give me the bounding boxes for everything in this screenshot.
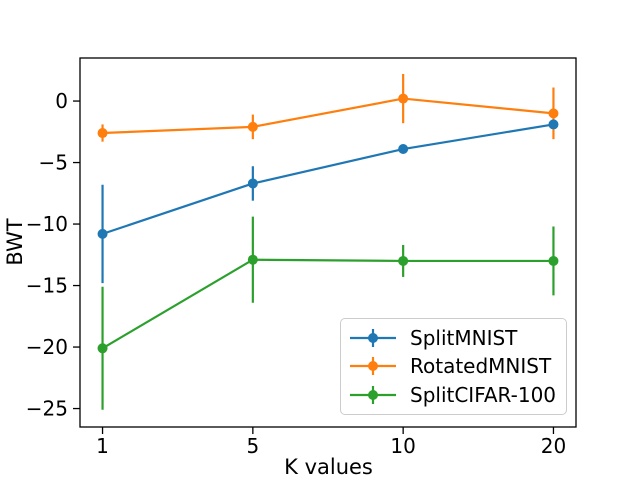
data-point-SplitMNIST xyxy=(548,119,559,130)
legend-label: SplitMNIST xyxy=(410,326,518,351)
data-point-SplitCIFAR-100 xyxy=(97,343,108,354)
x-tick-label: 10 xyxy=(390,434,415,458)
x-tick-label: 5 xyxy=(246,434,259,458)
y-tick-label: −25 xyxy=(26,397,68,421)
y-tick-label: 0 xyxy=(55,89,68,113)
legend-label: RotatedMNIST xyxy=(410,354,552,379)
y-tick-label: −20 xyxy=(26,335,68,359)
data-point-SplitMNIST xyxy=(398,144,409,155)
legend-item-rotatedmnist: RotatedMNIST xyxy=(349,352,558,380)
data-point-RotatedMNIST xyxy=(548,108,559,119)
series-line-SplitMNIST xyxy=(102,123,554,235)
data-point-RotatedMNIST xyxy=(247,121,258,132)
legend: SplitMNIST RotatedMNIST SplitCIFAR-100 xyxy=(340,318,567,415)
data-point-SplitCIFAR-100 xyxy=(548,255,559,266)
x-axis-label: K values xyxy=(284,455,373,479)
x-tick-label: 20 xyxy=(541,434,566,458)
legend-label: SplitCIFAR-100 xyxy=(410,382,557,407)
errorbar-key-icon xyxy=(350,329,396,348)
y-axis-label: BWT xyxy=(3,218,27,266)
y-tick-label: −5 xyxy=(39,151,68,175)
data-point-SplitCIFAR-100 xyxy=(398,255,409,266)
data-point-SplitCIFAR-100 xyxy=(247,254,258,265)
errorbar-key-icon xyxy=(350,385,396,404)
series-line-SplitCIFAR-100 xyxy=(101,258,554,350)
data-point-SplitMNIST xyxy=(247,178,258,189)
errorbar-key-icon xyxy=(350,357,396,376)
x-tick-label: 1 xyxy=(96,434,109,458)
y-tick-label: −15 xyxy=(26,274,68,298)
data-point-RotatedMNIST xyxy=(398,93,409,104)
data-point-RotatedMNIST xyxy=(97,128,108,139)
plot-border xyxy=(79,57,577,428)
data-point-SplitMNIST xyxy=(97,228,108,239)
legend-item-splitmnist: SplitMNIST xyxy=(349,324,558,352)
series-line-RotatedMNIST xyxy=(102,97,554,135)
y-tick-label: −10 xyxy=(26,212,68,236)
legend-item-splitcifar100: SplitCIFAR-100 xyxy=(349,381,558,409)
